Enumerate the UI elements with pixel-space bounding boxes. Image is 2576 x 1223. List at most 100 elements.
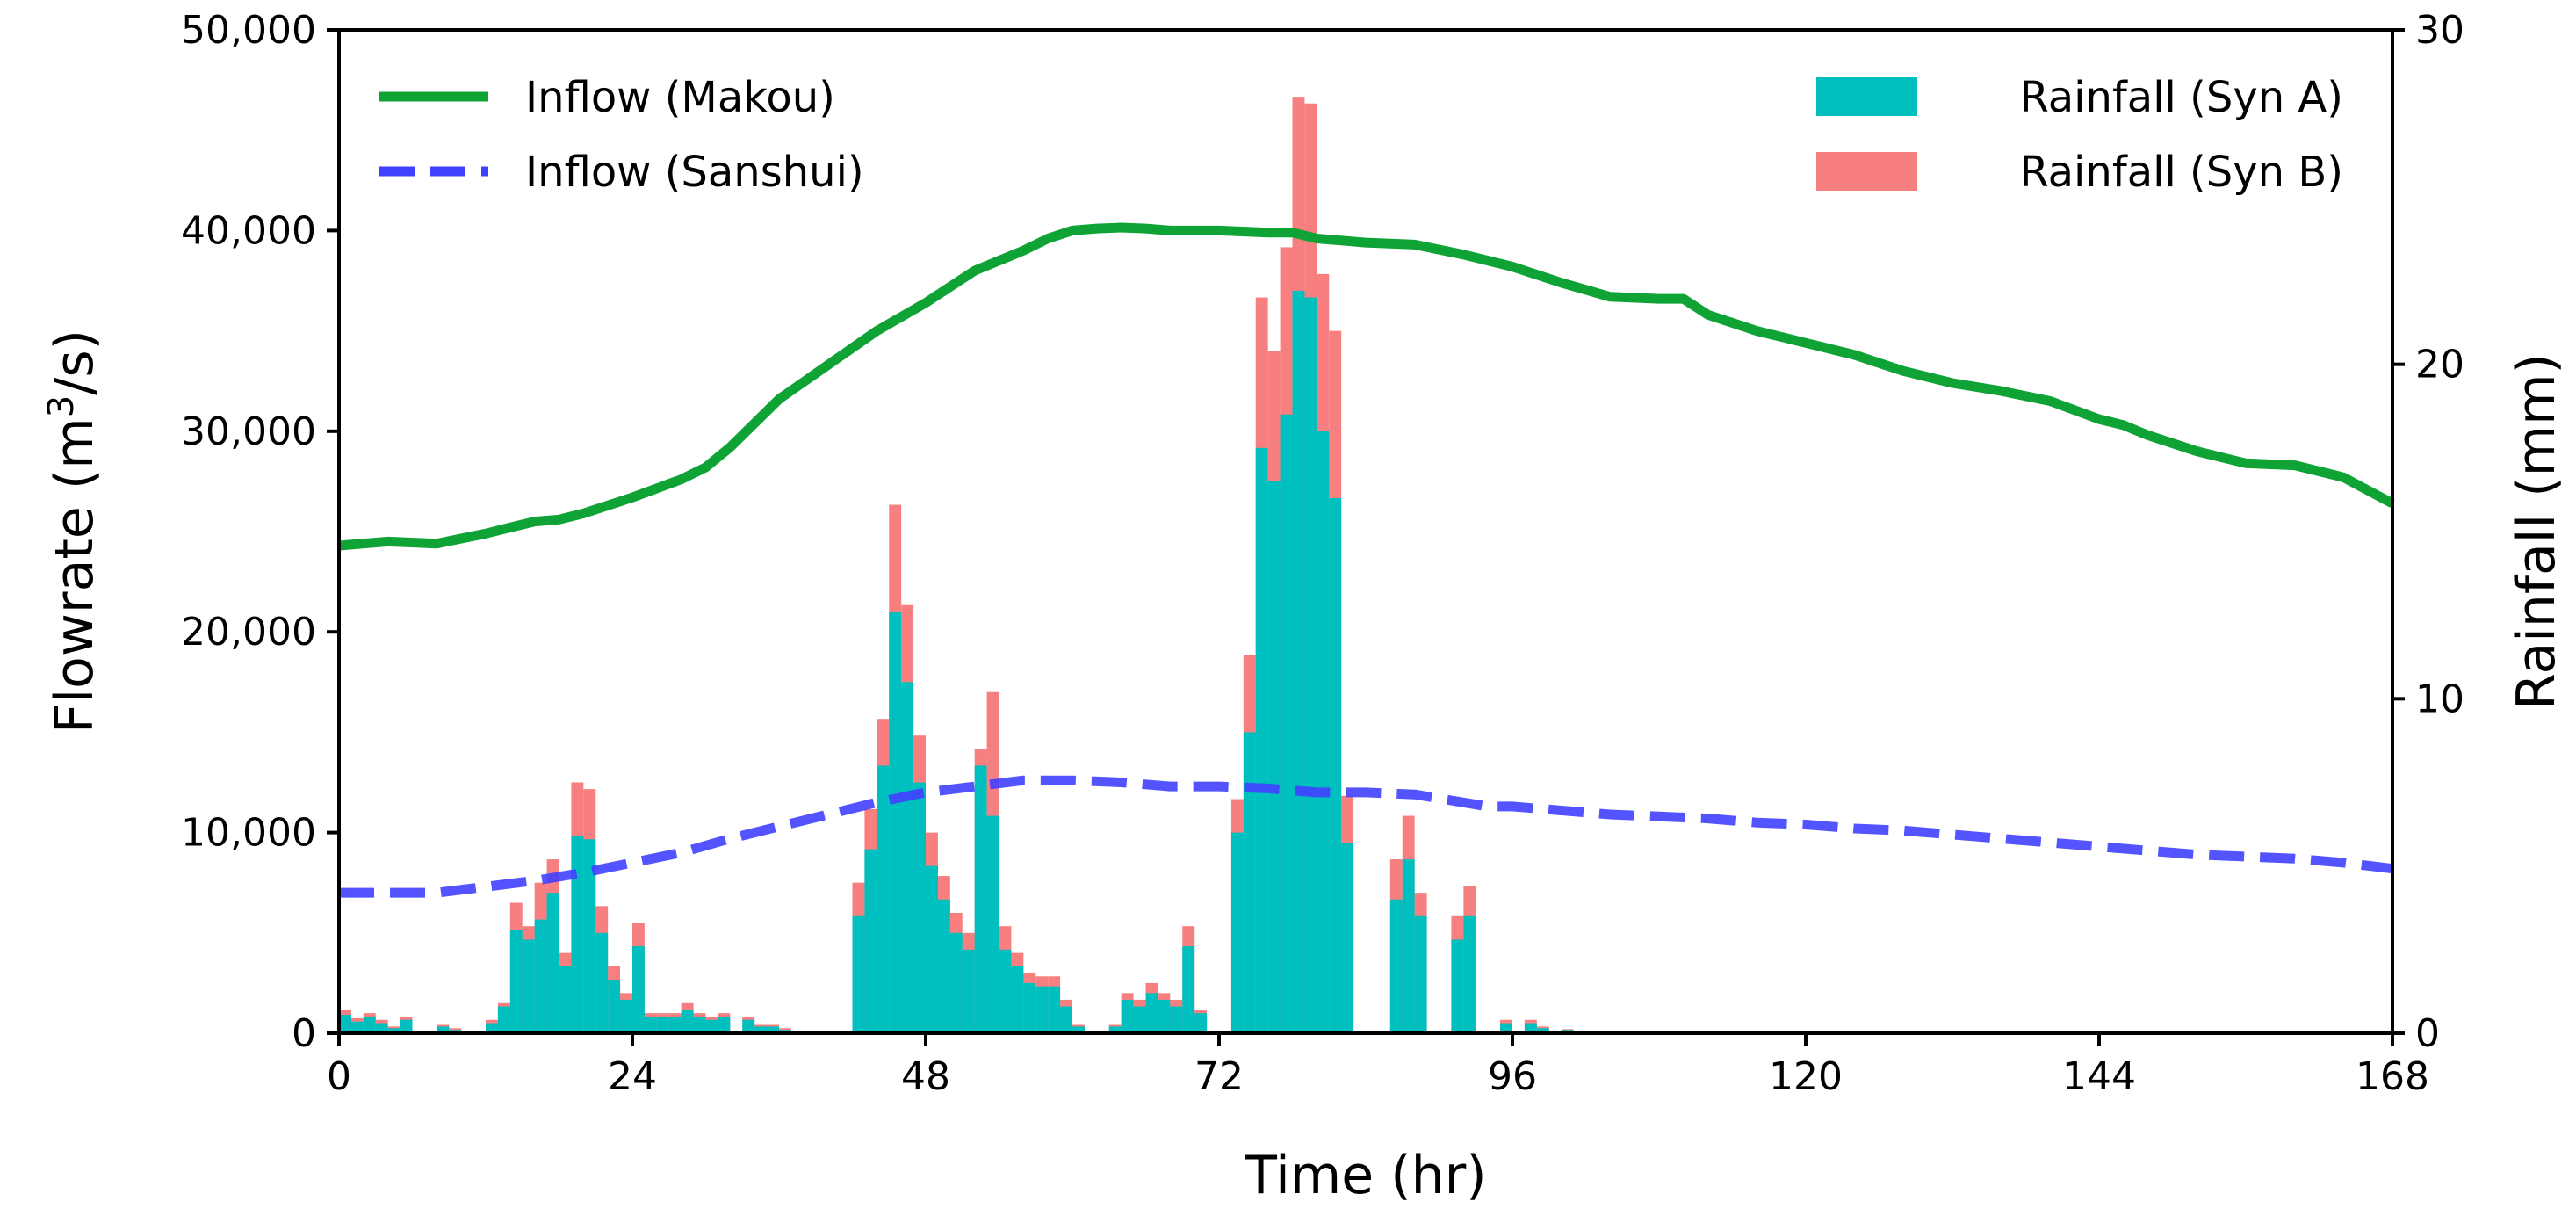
x-tick-label: 72 (1194, 1054, 1244, 1099)
x-tick-label: 0 (327, 1054, 351, 1099)
y-left-tick-label: 20,000 (181, 610, 316, 655)
rainfall-syn-a-bar (986, 815, 999, 1033)
rainfall-syn-a-bar (509, 929, 523, 1033)
rainfall-syn-a-bars (339, 290, 1586, 1033)
rainfall-syn-a-bar (767, 1026, 779, 1033)
rainfall-syn-a-bar (1060, 1006, 1072, 1033)
rainfall-syn-a-bar (339, 1015, 351, 1033)
rainfall-syn-a-bar (656, 1016, 669, 1033)
rainfall-syn-a-bar (1182, 946, 1195, 1033)
rainfall-syn-a-bar (1389, 899, 1403, 1033)
rainfall-syn-a-bar (681, 1010, 694, 1033)
y-left-label-suffix: /s) (44, 329, 105, 395)
rainfall-syn-a-bar (1194, 1013, 1208, 1033)
rainfall-syn-a-bar (852, 915, 865, 1033)
rainfall-syn-a-bar (1170, 1006, 1183, 1033)
x-tick-label: 144 (2062, 1054, 2136, 1099)
rainfall-syn-a-bar (1048, 986, 1061, 1033)
rainfall-syn-a-bar (974, 765, 987, 1033)
rainfall-syn-a-bar (1341, 843, 1354, 1033)
rainfall-syn-a-bar (1463, 915, 1476, 1033)
y-left-axis-ticks: 0 10,000 20,000 30,000 40,000 50,000 (181, 8, 339, 1056)
rainfall-syn-a-bar (1280, 414, 1293, 1033)
rainfall-syn-a-bar (1230, 832, 1244, 1033)
x-tick-label: 168 (2356, 1054, 2429, 1099)
legend-label-rainfall-syn-a: Rainfall (Syn A) (2019, 73, 2343, 122)
rainfall-syn-a-bar (1317, 431, 1330, 1033)
rainfall-syn-a-bar (363, 1016, 376, 1033)
rainfall-syn-a-bar (1243, 732, 1256, 1033)
rainfall-syn-a-bar (1145, 993, 1158, 1033)
rainfall-syn-a-bar (962, 949, 975, 1033)
x-tick-label: 120 (1769, 1054, 1843, 1099)
rainfall-syn-a-bar (1133, 1006, 1146, 1033)
x-tick-label: 24 (608, 1054, 657, 1099)
rainfall-syn-a-bar (693, 1016, 706, 1033)
rainfall-syn-a-bar (1035, 986, 1049, 1033)
legend-swatch-rainfall-syn-b (1816, 152, 1917, 191)
rainfall-syn-a-bar (571, 836, 584, 1033)
rainfall-syn-a-bar (546, 893, 559, 1033)
inflow-sanshui-line (339, 775, 2393, 898)
inflow-lines (338, 222, 2395, 898)
rainfall-syn-a-bar (1011, 966, 1024, 1033)
legend-right: Rainfall (Syn A) Rainfall (Syn B) (1816, 73, 2343, 197)
rainfall-syn-a-bar (1536, 1028, 1549, 1033)
rainfall-syn-a-bar (889, 612, 902, 1033)
rainfall-syn-a-bar (1255, 447, 1268, 1033)
y-left-label-prefix: Flowrate (m (44, 417, 105, 734)
y-left-tick-label: 0 (292, 1011, 316, 1056)
rainfall-syn-a-bar (375, 1023, 388, 1033)
legend-left: Inflow (Makou) Inflow (Sanshui) (379, 73, 864, 197)
rainfall-syn-a-bar (1121, 999, 1134, 1033)
rainfall-syn-a-bar (437, 1026, 450, 1033)
rainfall-syn-a-bar (1451, 939, 1464, 1033)
y-left-tick-label: 50,000 (181, 8, 316, 53)
rainfall-syn-a-bar (1292, 290, 1305, 1033)
y-right-axis-label: Rainfall (mm) (2506, 353, 2567, 710)
rainfall-syn-a-bar (522, 939, 535, 1033)
x-tick-label: 48 (901, 1054, 950, 1099)
rainfall-syn-a-bar (1023, 982, 1036, 1033)
rainfall-syn-a-bar (1108, 1026, 1122, 1033)
rainfall-syn-a-bar (387, 1028, 400, 1033)
axes-frame (337, 28, 2394, 1035)
rainfall-syn-a-bar (926, 865, 938, 1033)
rainfall-syn-a-bar (999, 949, 1012, 1033)
rainfall-syn-a-bar (937, 899, 950, 1033)
rainfall-syn-a-bar (1524, 1023, 1537, 1033)
rainfall-syn-a-bar (620, 999, 632, 1033)
rainfall-syn-a-bar (705, 1019, 718, 1033)
rainfall-syn-a-bar (1267, 481, 1281, 1033)
legend-label-inflow-makou: Inflow (Makou) (525, 73, 835, 122)
rainfall-syn-a-bar (632, 946, 645, 1033)
rainfall-syn-a-bar (497, 1006, 510, 1033)
x-tick-label: 96 (1488, 1054, 1537, 1099)
y-right-tick-label: 0 (2415, 1011, 2440, 1056)
y-right-axis-ticks: 0 10 20 30 (2392, 8, 2464, 1056)
y-left-tick-label: 30,000 (181, 409, 316, 454)
y-right-tick-label: 10 (2415, 677, 2464, 721)
rainfall-syn-a-bar (583, 839, 596, 1033)
rainfall-syn-a-bar (1072, 1026, 1085, 1033)
x-axis-ticks: 0 24 48 72 96 120 144 168 (327, 1033, 2429, 1099)
rainfall-syn-a-bar (1329, 497, 1342, 1033)
y-left-label-superscript: 3 (41, 395, 82, 417)
rainfall-syn-a-bar (668, 1016, 682, 1033)
y-left-tick-label: 10,000 (181, 811, 316, 856)
x-axis-label: Time (hr) (1244, 1145, 1486, 1206)
rainfall-syn-a-bar (864, 849, 877, 1033)
rainfall-syn-a-bar (1500, 1023, 1512, 1033)
rainfall-syn-a-bar (486, 1023, 498, 1033)
rainfall-syn-a-bar (1414, 915, 1427, 1033)
y-right-tick-label: 30 (2415, 8, 2464, 53)
inflow-makou-line (338, 222, 2395, 551)
legend-label-inflow-sanshui: Inflow (Sanshui) (525, 148, 864, 197)
rainfall-syn-a-bar (877, 765, 890, 1033)
rainfall-syn-a-bar (534, 919, 547, 1033)
y-right-tick-label: 20 (2415, 343, 2464, 387)
legend-label-rainfall-syn-b: Rainfall (Syn B) (2019, 148, 2343, 197)
rainfall-syn-a-bar (595, 932, 609, 1033)
legend-swatch-rainfall-syn-a (1816, 77, 1917, 116)
